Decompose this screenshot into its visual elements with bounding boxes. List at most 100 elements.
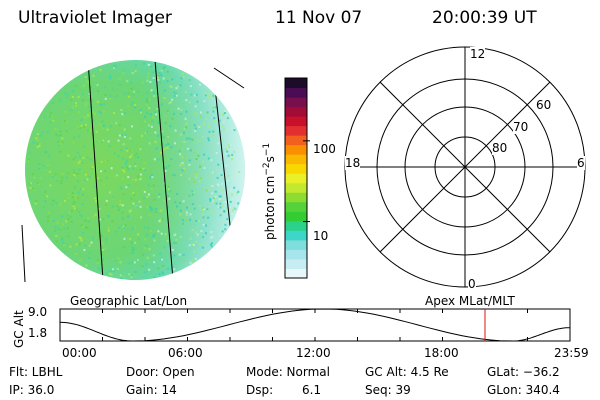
image-pixel bbox=[206, 111, 209, 114]
image-pixel bbox=[107, 140, 110, 143]
image-pixel bbox=[161, 218, 164, 221]
image-pixel bbox=[206, 90, 209, 93]
image-pixel bbox=[61, 137, 64, 140]
image-pixel bbox=[213, 117, 216, 120]
image-pixel bbox=[54, 229, 57, 232]
image-pixel bbox=[131, 249, 134, 251]
image-pixel bbox=[130, 197, 133, 200]
image-pixel bbox=[44, 151, 47, 154]
image-pixel bbox=[48, 211, 51, 214]
image-pixel bbox=[82, 156, 85, 159]
image-pixel bbox=[59, 203, 62, 206]
image-pixel bbox=[196, 233, 199, 236]
image-pixel bbox=[80, 215, 83, 218]
image-pixel bbox=[161, 271, 164, 274]
image-pixel bbox=[199, 125, 202, 128]
image-pixel bbox=[125, 161, 128, 164]
image-pixel bbox=[191, 244, 194, 247]
image-pixel bbox=[193, 94, 196, 97]
image-pixel bbox=[178, 253, 181, 256]
image-pixel bbox=[78, 236, 81, 239]
image-pixel bbox=[65, 130, 68, 133]
image-pixel bbox=[34, 202, 37, 205]
image-pixel bbox=[167, 143, 170, 146]
image-pixel bbox=[161, 103, 163, 106]
image-pixel bbox=[183, 167, 186, 170]
image-pixel bbox=[143, 169, 146, 172]
image-pixel bbox=[225, 164, 228, 167]
image-pixel bbox=[71, 106, 74, 109]
image-pixel bbox=[188, 163, 191, 166]
image-pixel bbox=[111, 220, 114, 223]
image-pixel bbox=[96, 101, 99, 103]
image-pixel bbox=[97, 267, 100, 270]
image-pixel bbox=[146, 244, 149, 247]
image-pixel bbox=[97, 259, 99, 262]
image-pixel bbox=[47, 215, 50, 218]
image-pixel bbox=[207, 93, 210, 96]
image-pixel bbox=[59, 228, 62, 231]
image-pixel bbox=[59, 134, 62, 136]
image-pixel bbox=[150, 113, 153, 116]
image-pixel bbox=[77, 191, 80, 194]
image-pixel bbox=[123, 135, 126, 138]
image-pixel bbox=[164, 169, 167, 172]
colorbar-cell bbox=[285, 249, 307, 260]
polar-label-18: 18 bbox=[345, 156, 361, 170]
image-pixel bbox=[45, 151, 48, 154]
image-pixel bbox=[176, 205, 178, 208]
image-pixel bbox=[153, 198, 156, 201]
image-pixel bbox=[144, 115, 146, 118]
image-pixel bbox=[73, 173, 76, 176]
image-pixel bbox=[78, 259, 81, 262]
image-pixel bbox=[95, 130, 98, 133]
image-pixel bbox=[72, 196, 75, 199]
image-pixel bbox=[72, 158, 75, 161]
image-pixel bbox=[153, 158, 156, 161]
image-pixel bbox=[94, 185, 97, 188]
image-pixel bbox=[220, 174, 223, 176]
image-pixel bbox=[209, 174, 212, 177]
image-pixel bbox=[153, 95, 156, 98]
image-pixel bbox=[70, 108, 73, 111]
image-pixel bbox=[108, 270, 111, 273]
image-pixel bbox=[160, 74, 163, 77]
image-pixel bbox=[113, 270, 116, 273]
image-pixel bbox=[229, 188, 232, 191]
image-pixel bbox=[133, 261, 136, 264]
image-pixel bbox=[130, 228, 133, 231]
image-pixel bbox=[130, 82, 133, 84]
image-pixel bbox=[52, 219, 55, 222]
image-pixel bbox=[175, 87, 178, 90]
image-pixel bbox=[66, 227, 69, 230]
image-pixel bbox=[146, 100, 149, 103]
image-pixel bbox=[221, 205, 224, 207]
info-flt: Flt: LBHL bbox=[9, 365, 63, 379]
image-pixel bbox=[110, 273, 113, 276]
image-pixel bbox=[143, 197, 145, 200]
image-pixel bbox=[201, 213, 204, 216]
image-pixel bbox=[139, 173, 142, 176]
image-pixel bbox=[209, 199, 212, 202]
colorbar-cell bbox=[285, 220, 307, 231]
image-pixel bbox=[99, 218, 102, 221]
image-pixel bbox=[193, 124, 196, 127]
image-pixel bbox=[117, 139, 120, 142]
image-pixel bbox=[236, 192, 238, 195]
image-pixel bbox=[92, 74, 95, 77]
image-pixel bbox=[134, 70, 137, 73]
image-pixel bbox=[221, 125, 224, 127]
image-pixel bbox=[74, 194, 77, 197]
image-pixel bbox=[231, 198, 234, 201]
image-pixel bbox=[172, 174, 175, 176]
image-pixel bbox=[142, 253, 144, 256]
image-pixel bbox=[107, 227, 110, 229]
image-pixel bbox=[88, 81, 91, 84]
image-pixel bbox=[174, 201, 177, 204]
image-pixel bbox=[162, 272, 165, 275]
image-pixel bbox=[212, 185, 215, 188]
image-pixel bbox=[179, 84, 182, 87]
info-gain: Gain: 14 bbox=[126, 383, 177, 397]
image-pixel bbox=[122, 168, 125, 171]
image-pixel bbox=[119, 84, 122, 87]
